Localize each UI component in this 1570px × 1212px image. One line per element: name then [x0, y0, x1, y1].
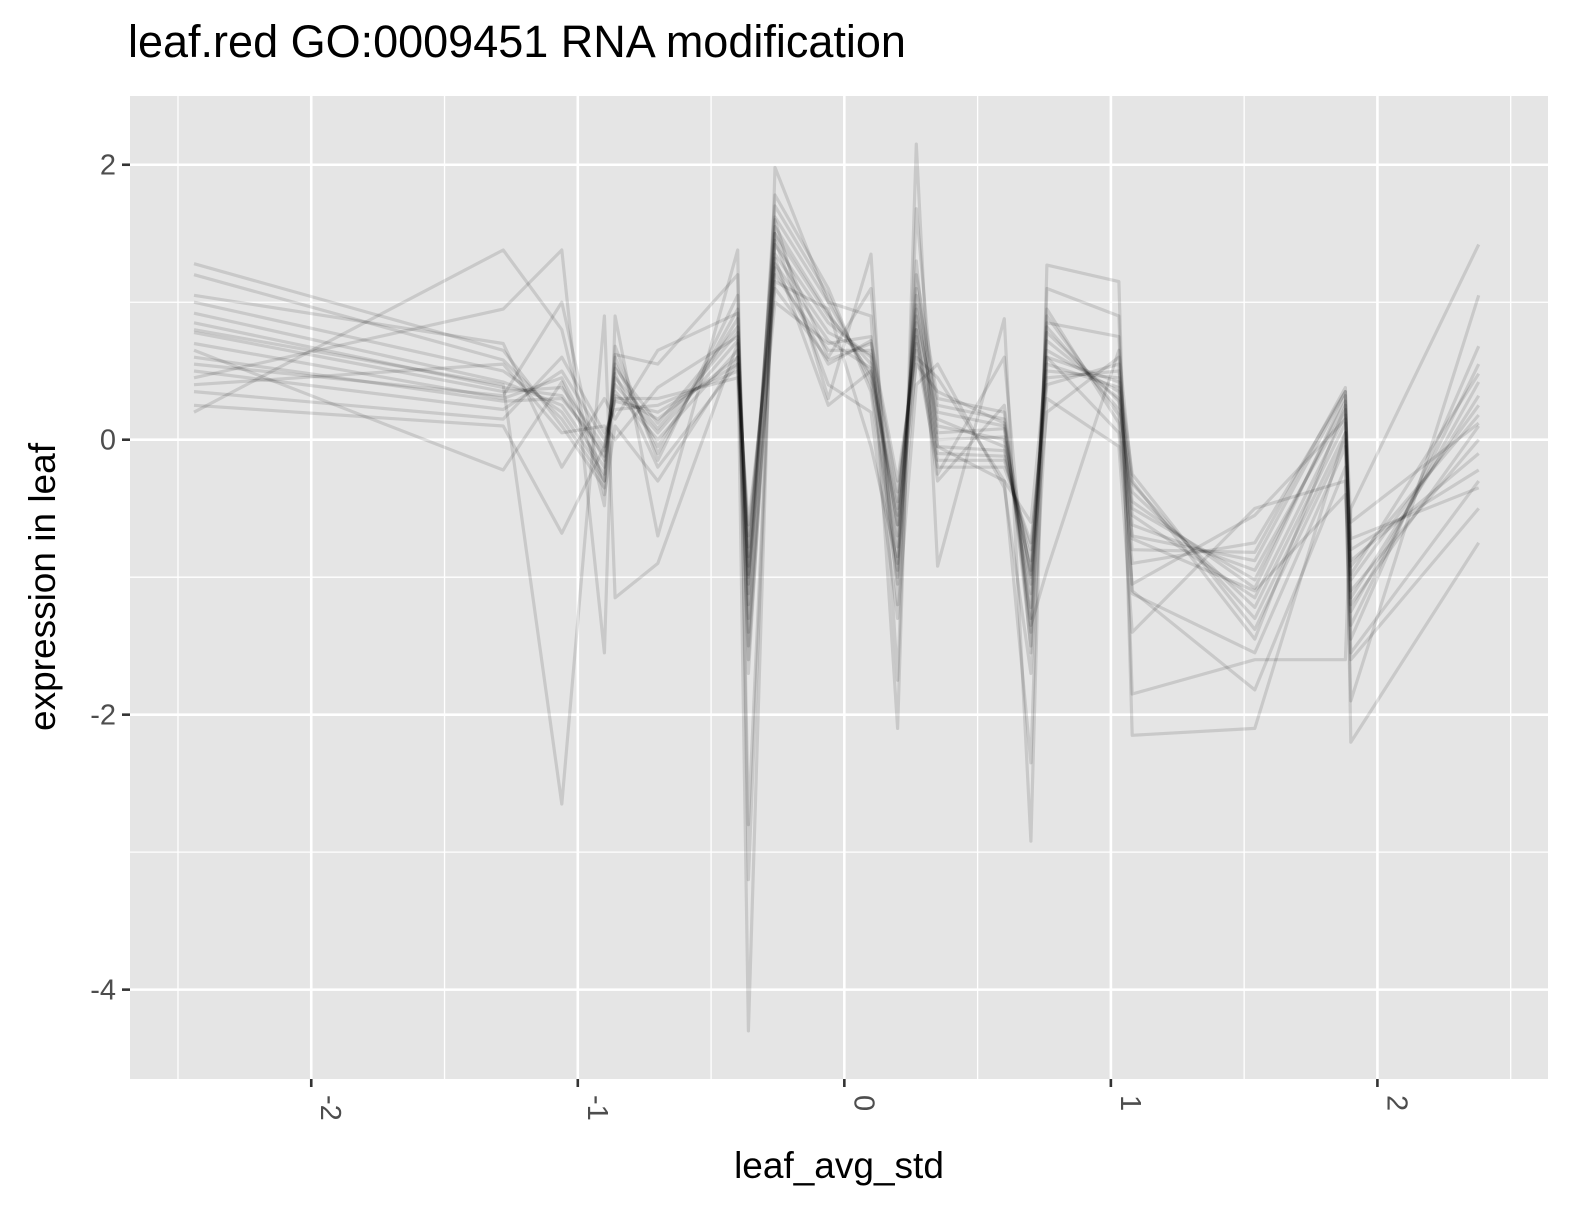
series-line-9 — [193, 286, 1480, 632]
series-line-5 — [193, 215, 1481, 621]
series-line-10 — [193, 193, 1481, 648]
x-tick-label: 1 — [1114, 1095, 1146, 1111]
series-line-15 — [193, 238, 1480, 676]
series-line-12 — [193, 142, 1481, 1033]
y-axis-title: expression in leaf — [22, 442, 63, 731]
x-tick-label: 0 — [847, 1095, 879, 1111]
series-line-6 — [193, 262, 1480, 610]
series-line-4 — [193, 252, 1480, 600]
series-line-2 — [193, 242, 1481, 610]
series-line-7 — [193, 204, 1481, 634]
series-line-1 — [193, 231, 1480, 596]
x-tick-label: -1 — [581, 1095, 613, 1121]
x-tick-label: -2 — [314, 1095, 346, 1121]
y-tick-label: -4 — [90, 975, 116, 1007]
series-line-16 — [193, 280, 1480, 641]
series-line-18 — [193, 300, 1481, 607]
panel-background — [130, 96, 1548, 1079]
y-tick-label: 0 — [100, 425, 116, 457]
series-line-13 — [193, 207, 1481, 882]
axes: -2 -1 0 1 2 2 0 -2 -4 — [90, 150, 1412, 1121]
x-tick-label: 2 — [1380, 1095, 1412, 1111]
y-tick-label: -2 — [90, 700, 116, 732]
series-line-14 — [193, 231, 1481, 827]
series-line-17 — [193, 256, 1481, 648]
x-axis-title: leaf_avg_std — [734, 1145, 944, 1186]
y-tick-label: 2 — [100, 150, 116, 182]
series-line-8 — [193, 273, 1480, 621]
chart-title: leaf.red GO:0009451 RNA modification — [128, 16, 906, 67]
series-line-3 — [193, 225, 1480, 590]
series-lines — [193, 142, 1481, 1033]
series-line-11 — [193, 266, 1480, 662]
grid — [130, 96, 1548, 1079]
